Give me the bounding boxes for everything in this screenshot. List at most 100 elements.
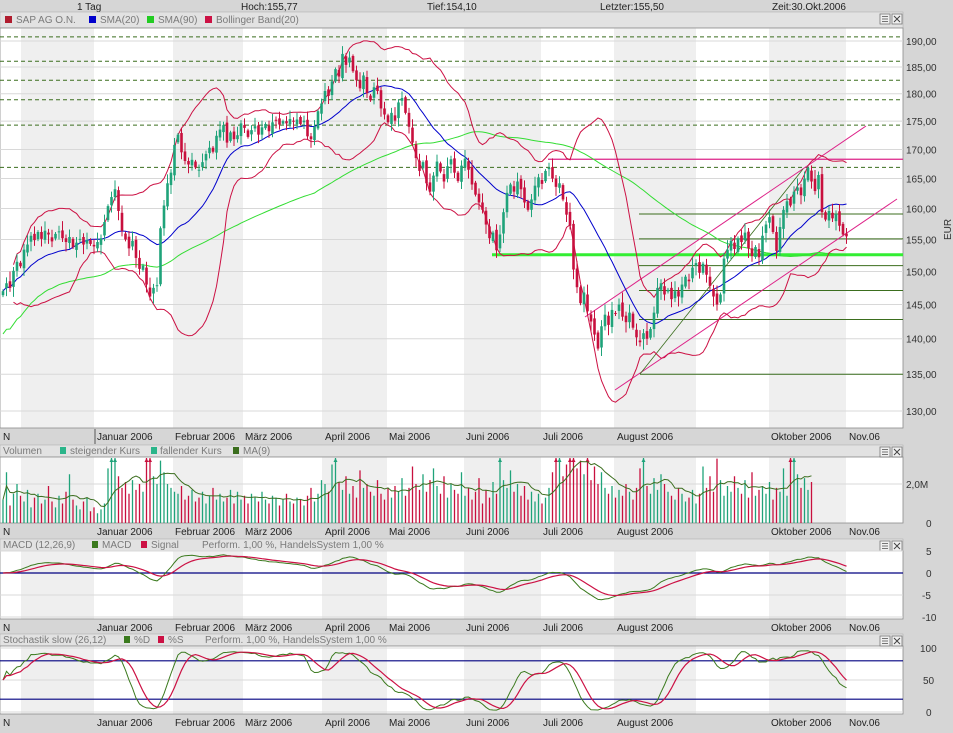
candle bbox=[411, 119, 414, 147]
candle bbox=[432, 172, 435, 201]
candle-body bbox=[841, 223, 845, 235]
candle-body bbox=[50, 237, 54, 242]
top-bar: 1 Tag Hoch:155,77 Tief:154,10 Letzter:15… bbox=[77, 2, 846, 13]
candle bbox=[733, 235, 736, 255]
candle bbox=[348, 51, 351, 68]
candle-body bbox=[561, 185, 565, 200]
candle-body bbox=[684, 276, 687, 287]
candle-body bbox=[138, 257, 141, 269]
candle bbox=[638, 330, 642, 347]
candle-body bbox=[484, 210, 488, 225]
candle bbox=[1, 289, 5, 298]
candle bbox=[159, 226, 162, 287]
candle bbox=[236, 126, 239, 143]
candle bbox=[642, 329, 645, 350]
candle bbox=[428, 173, 432, 196]
price-tick-label: 155,00 bbox=[906, 236, 937, 247]
candle-body bbox=[579, 287, 582, 304]
candle bbox=[754, 245, 757, 259]
candle-body bbox=[418, 160, 421, 171]
candle bbox=[761, 226, 764, 265]
candle-body bbox=[89, 240, 92, 244]
candle-body bbox=[845, 233, 848, 237]
candle-body bbox=[505, 192, 509, 213]
candle-body bbox=[351, 55, 355, 72]
candle-body bbox=[663, 286, 666, 295]
month-label: Nov.06 bbox=[849, 527, 880, 538]
panel-menu-icon[interactable] bbox=[879, 13, 891, 25]
candle-body bbox=[481, 202, 484, 210]
candle bbox=[127, 231, 131, 257]
candle bbox=[222, 121, 225, 141]
candle-body bbox=[806, 167, 810, 181]
candle bbox=[320, 98, 323, 121]
candle bbox=[799, 183, 803, 205]
candle-body bbox=[134, 239, 138, 258]
candle bbox=[834, 210, 838, 231]
month-label: Januar 2006 bbox=[97, 527, 153, 538]
month-label: Mai 2006 bbox=[389, 432, 431, 443]
panel-close-icon[interactable] bbox=[891, 13, 903, 25]
candle-body bbox=[15, 261, 19, 271]
candle-body bbox=[348, 57, 351, 63]
legend-signal: Signal bbox=[151, 540, 179, 551]
price-tick-label: 175,00 bbox=[906, 117, 937, 128]
panel-menu-icon[interactable] bbox=[879, 635, 891, 647]
stoch-title: Stochastik slow (26,12) bbox=[3, 635, 106, 646]
candle-body bbox=[491, 232, 495, 242]
candle-body bbox=[516, 181, 519, 195]
legend-swatch-signal bbox=[141, 541, 147, 548]
candle-body bbox=[547, 167, 551, 170]
panel-close-icon[interactable] bbox=[891, 635, 903, 647]
panel-close-icon[interactable] bbox=[891, 540, 903, 552]
candle-body bbox=[733, 242, 736, 249]
period-label: 1 Tag bbox=[77, 2, 101, 13]
candle bbox=[295, 112, 299, 130]
stoch-time-axis bbox=[0, 715, 903, 730]
macd-legend: MACD (12,26,9) MACD Signal Perform. 1,00… bbox=[3, 540, 384, 551]
candle bbox=[701, 261, 705, 275]
candle bbox=[421, 160, 425, 171]
candle bbox=[547, 162, 551, 177]
legend-s: %S bbox=[168, 635, 184, 646]
trend-line bbox=[639, 168, 804, 375]
month-label: Februar 2006 bbox=[175, 718, 235, 729]
candle bbox=[379, 86, 383, 117]
candle bbox=[649, 326, 652, 340]
macd-time-axis bbox=[0, 620, 903, 635]
candle-body bbox=[99, 238, 103, 245]
stoch-s-line bbox=[2, 651, 847, 710]
candle-body bbox=[834, 214, 838, 222]
candle bbox=[502, 208, 505, 243]
candle bbox=[8, 271, 12, 292]
month-band bbox=[21, 28, 94, 428]
candle-body bbox=[698, 262, 701, 273]
candle-body bbox=[621, 302, 624, 317]
candle bbox=[281, 119, 285, 126]
candle-body bbox=[467, 161, 470, 170]
candle bbox=[488, 218, 491, 244]
candle bbox=[712, 284, 715, 307]
candle bbox=[516, 172, 519, 198]
panel-menu-icon[interactable] bbox=[879, 446, 891, 458]
candle bbox=[575, 260, 579, 294]
candle bbox=[204, 150, 208, 170]
panel-close-icon[interactable] bbox=[891, 446, 903, 458]
candle bbox=[621, 292, 624, 321]
candle-body bbox=[628, 312, 631, 323]
candle bbox=[565, 196, 568, 223]
candle-body bbox=[540, 180, 544, 184]
candle-body bbox=[502, 212, 505, 234]
candle-body bbox=[820, 174, 824, 213]
candle bbox=[708, 266, 712, 290]
panel-menu-icon[interactable] bbox=[879, 540, 891, 552]
legend-swatch-d bbox=[124, 636, 130, 643]
month-label: April 2006 bbox=[325, 718, 370, 729]
candle bbox=[666, 287, 670, 294]
candle bbox=[820, 167, 824, 218]
candle-body bbox=[729, 240, 733, 251]
candle-body bbox=[204, 154, 208, 161]
month-label: Oktober 2006 bbox=[771, 623, 832, 634]
candle bbox=[180, 127, 183, 160]
legend-sma90: SMA(90) bbox=[158, 15, 197, 26]
